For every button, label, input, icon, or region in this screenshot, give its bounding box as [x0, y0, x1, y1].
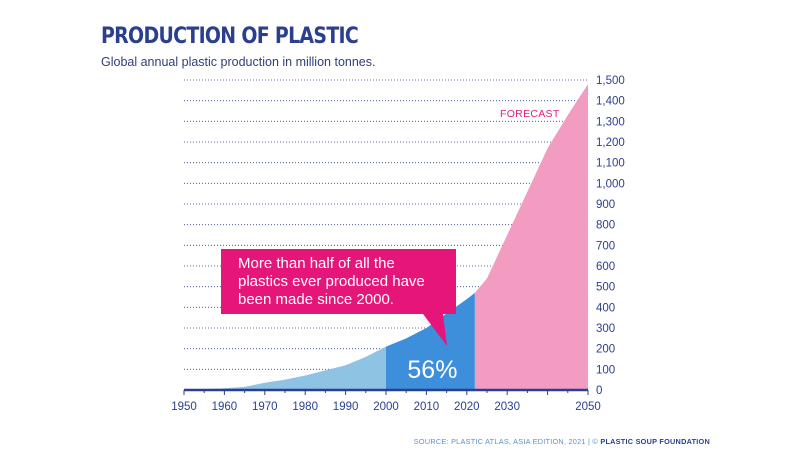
x-tick-label: 2030 — [494, 401, 520, 413]
y-tick-label: 1,200 — [596, 137, 625, 149]
forecast-label: FORECAST — [500, 108, 560, 120]
area-segment-forecast — [474, 84, 588, 390]
area-segment-historic — [184, 346, 386, 390]
y-tick-label: 1,100 — [596, 158, 625, 170]
source-text: SOURCE: PLASTIC ATLAS, ASIA EDITION, 202… — [413, 437, 601, 446]
x-tick-label: 1960 — [212, 401, 238, 413]
callout-bubble: More than half of all the plastics ever … — [221, 249, 456, 346]
x-tick-label: 2020 — [454, 401, 480, 413]
x-tick-label: 1950 — [171, 401, 197, 413]
y-tick-label: 200 — [596, 344, 615, 356]
y-tick-label: 100 — [596, 364, 615, 376]
y-tick-label: 1,500 — [596, 75, 625, 87]
y-tick-label: 700 — [596, 240, 615, 252]
y-tick-label: 400 — [596, 302, 615, 314]
y-tick-label: 600 — [596, 261, 615, 273]
axes — [183, 388, 589, 395]
x-tick-label: 2000 — [373, 401, 399, 413]
y-tick-label: 1,400 — [596, 96, 625, 108]
x-tick-label: 1980 — [292, 401, 318, 413]
share-since-2000-label: 56% — [407, 356, 457, 384]
y-tick-label: 1,300 — [596, 116, 625, 128]
x-axis-ticks: 1950 1960 1970 1980 1990 2000 2010 2020 2030 2050 — [171, 401, 601, 413]
y-tick-label: 500 — [596, 282, 615, 294]
source-credit: SOURCE: PLASTIC ATLAS, ASIA EDITION, 202… — [414, 437, 710, 446]
y-tick-label: 0 — [596, 385, 602, 397]
x-tick-label: 2010 — [414, 401, 440, 413]
x-tick-label: 1970 — [252, 401, 278, 413]
area-segment-56pct — [386, 292, 475, 390]
callout-line-2: plastics ever produced have — [238, 273, 425, 290]
source-org: PLASTIC SOUP FOUNDATION — [600, 437, 710, 446]
y-tick-label: 800 — [596, 220, 615, 232]
y-tick-label: 300 — [596, 323, 615, 335]
callout-shape — [221, 249, 456, 346]
page-subtitle: Global annual plastic production in mill… — [101, 55, 376, 69]
y-tick-label: 1,000 — [596, 178, 625, 190]
callout-line-1: More than half of all the — [238, 255, 395, 272]
x-tick-label: 1990 — [333, 401, 359, 413]
callout-line-3: been made since 2000. — [238, 291, 394, 308]
x-tick-label: 2050 — [575, 401, 601, 413]
y-tick-label: 900 — [596, 199, 615, 211]
y-axis-ticks: 0 100 200 300 400 500 600 700 800 900 1,000 1,100 1,… — [596, 75, 625, 397]
page-title: PRODUCTION OF PLASTIC — [101, 24, 359, 49]
area-series — [184, 84, 588, 390]
